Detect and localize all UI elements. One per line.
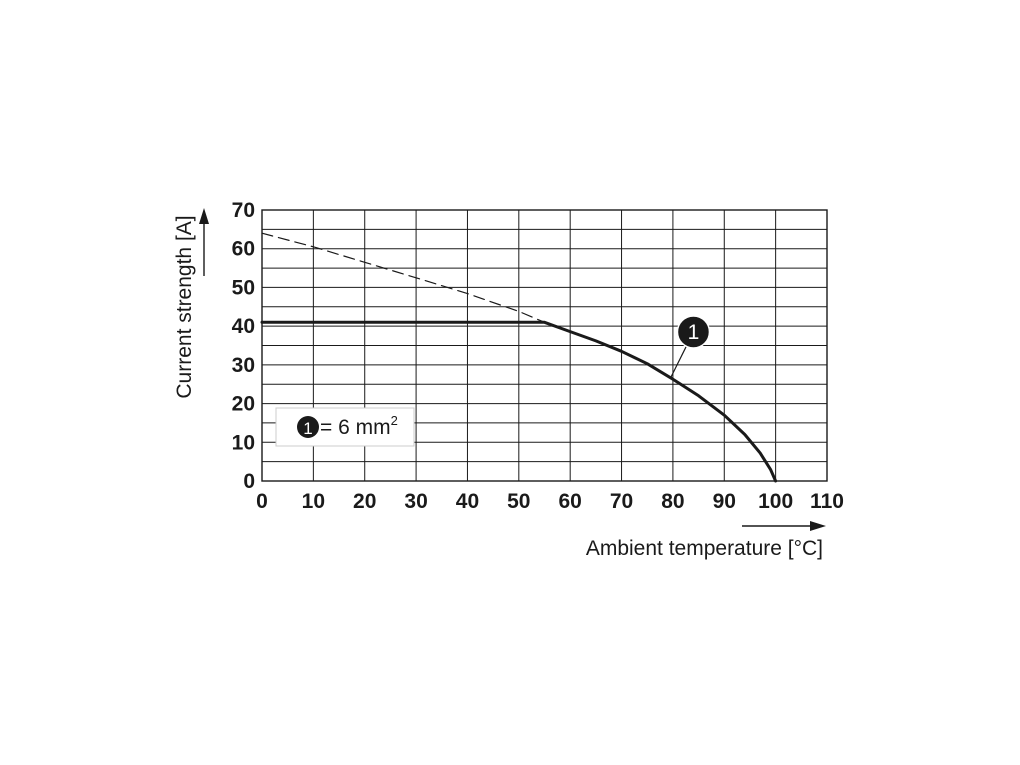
series [260, 232, 778, 483]
legend-marker-circle [297, 416, 319, 438]
y-tick-label-70: 70 [232, 199, 255, 222]
y-axis-arrowhead [199, 208, 209, 224]
y-axis-title: Current strength [A] [173, 215, 196, 398]
legend-text-superscript: 2 [391, 413, 398, 428]
annotation-marker-label: 1 [688, 321, 700, 344]
annotation-marker-circle [676, 315, 711, 349]
series-line-dashed [261, 232, 546, 323]
y-tick-label-40: 40 [232, 315, 255, 338]
legend-text: = 6 mm2 [320, 413, 398, 439]
y-axis-ticks: 0 10 20 30 40 50 60 70 [232, 199, 255, 493]
x-axis-title: Ambient temperature [°C] [586, 537, 823, 560]
y-tick-label-20: 20 [232, 393, 255, 416]
x-tick-label-30: 30 [404, 490, 427, 513]
y-tick-label-50: 50 [232, 276, 255, 299]
plot-frame [261, 209, 828, 482]
legend: 1 = 6 mm2 [275, 407, 415, 447]
y-tick-label-0: 0 [243, 470, 255, 493]
x-axis-arrowhead [810, 521, 826, 531]
y-tick-label-10: 10 [232, 431, 255, 454]
legend-text-main: = 6 mm [320, 416, 391, 439]
x-tick-label-100: 100 [758, 490, 793, 513]
x-tick-label-70: 70 [610, 490, 633, 513]
grid [261, 209, 828, 482]
x-tick-label-40: 40 [456, 490, 479, 513]
y-tick-label-60: 60 [232, 238, 255, 261]
x-tick-label-20: 20 [353, 490, 376, 513]
y-axis-title-group: Current strength [A] [173, 208, 209, 399]
x-tick-label-60: 60 [559, 490, 582, 513]
x-tick-label-0: 0 [256, 490, 268, 513]
x-tick-label-10: 10 [302, 490, 325, 513]
legend-marker-label: 1 [303, 419, 312, 438]
y-tick-label-30: 30 [232, 354, 255, 377]
x-axis-ticks: 0 10 20 30 40 50 60 70 80 90 100 110 [256, 490, 844, 513]
x-tick-label-50: 50 [507, 490, 530, 513]
x-axis-title-group: Ambient temperature [°C] [586, 521, 826, 560]
x-tick-label-110: 110 [810, 490, 844, 513]
annotation: 1 [669, 315, 711, 379]
series-line-solid [260, 320, 778, 483]
x-tick-label-90: 90 [713, 490, 736, 513]
x-tick-label-80: 80 [661, 490, 684, 513]
